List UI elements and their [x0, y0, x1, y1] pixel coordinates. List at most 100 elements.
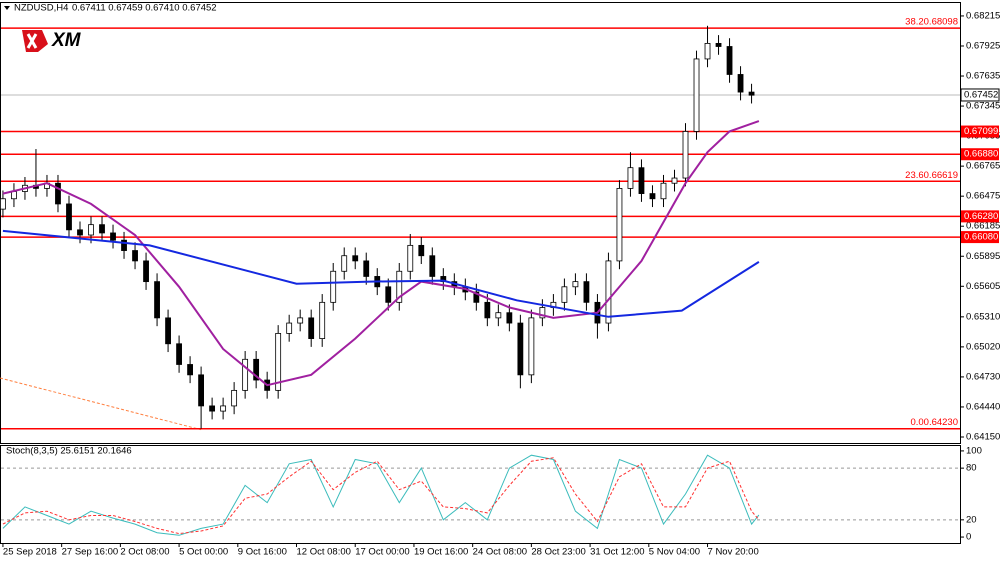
candle-body [495, 312, 502, 319]
candle-body [671, 177, 678, 184]
candle-body [154, 281, 160, 319]
candle-body [176, 343, 182, 365]
level-tag [961, 231, 999, 244]
candle-body [187, 364, 193, 376]
level-label: 38.20.68098 [905, 17, 958, 28]
level-tag-label: 0.67099 [964, 126, 998, 137]
x-tick-label: 27 Sep 16:00 [62, 547, 119, 558]
candle-body [121, 239, 127, 251]
x-tick-label: 5 Oct 00:00 [179, 547, 228, 558]
y-tick-label: 0.68215 [966, 10, 1000, 21]
candle-body [418, 244, 425, 257]
candle-body [132, 250, 138, 262]
candle-body [66, 203, 72, 231]
candle-body [143, 260, 149, 283]
y-tick-label: 0.65895 [966, 251, 1000, 262]
y-tick-label: 0.64730 [966, 371, 1000, 382]
x-tick-label: 12 Oct 08:00 [297, 547, 351, 558]
logo: XM [22, 30, 82, 52]
x-tick-label: 17 Oct 00:00 [355, 547, 409, 558]
candle-body [539, 307, 546, 319]
candle-body [517, 322, 524, 376]
level-label: 0.00.64230 [910, 417, 958, 428]
symbol: NZDUSD,H4 [14, 3, 68, 14]
candle-body [506, 312, 513, 324]
candle-body [396, 270, 403, 303]
y-tick-label: 0.66765 [966, 161, 1000, 172]
candle-body [286, 322, 293, 334]
candle-body [55, 182, 61, 205]
y-tick-label: 0.67345 [966, 101, 1000, 112]
candle-body [484, 301, 491, 319]
candle-body [220, 405, 227, 412]
x-tick-label: 19 Oct 16:00 [414, 547, 468, 558]
header-arrow [4, 6, 10, 10]
candle-body [726, 46, 733, 75]
candle-body [407, 244, 414, 272]
candle-body [352, 255, 359, 262]
candle-body [682, 131, 689, 179]
y-tick-label: 0.64440 [966, 401, 1000, 412]
level-tag-label: 0.66880 [964, 149, 998, 160]
x-tick-label: 25 Sep 2018 [3, 547, 57, 558]
x-tick-label: 28 Oct 23:00 [531, 547, 585, 558]
candle-body [11, 191, 17, 200]
x-tick-label: 7 Nov 20:00 [708, 547, 759, 558]
candle-body [198, 374, 205, 407]
logo-text: XM [51, 30, 82, 51]
candle-body [308, 317, 315, 339]
candle-body [341, 255, 348, 272]
candle-body [627, 167, 634, 189]
candle-body [385, 286, 392, 303]
x-tick-label: 5 Nov 04:00 [649, 547, 700, 558]
candle-body [748, 91, 755, 96]
candle-body [330, 270, 337, 303]
candle-body [737, 74, 744, 93]
candle-body [275, 333, 282, 391]
candle-body [583, 281, 590, 303]
y-tick-label: 0.66185 [966, 221, 1000, 232]
x-tick-label: 24 Oct 08:00 [473, 547, 527, 558]
x-tick-label: 31 Oct 12:00 [590, 547, 644, 558]
candle-body [253, 358, 260, 381]
candle-body [209, 405, 216, 412]
x-tick-label: 9 Oct 16:00 [238, 547, 287, 558]
last-price-label: 0.67452 [964, 89, 998, 100]
moving-average [2, 229, 760, 318]
level-tag [961, 148, 999, 161]
last-price-tag [960, 88, 1000, 102]
stoch-line [2, 457, 760, 535]
candle-body [99, 224, 105, 234]
candle-body [649, 193, 656, 200]
main-panel [0, 2, 961, 444]
level-tag-label: 0.66080 [964, 232, 998, 243]
candle-body [616, 188, 623, 262]
level-tag-label: 0.66280 [964, 211, 998, 222]
candle-body [473, 291, 480, 303]
level-label: 23.60.66619 [905, 170, 958, 181]
candle-body [429, 255, 436, 277]
candle-body [88, 224, 94, 236]
level-tag [961, 210, 999, 223]
quote: 0.67411 0.67459 0.67410 0.67452 [72, 3, 217, 14]
candle-body [572, 281, 579, 288]
y-tick-label: 0.66475 [966, 191, 1000, 202]
candle-body [528, 317, 535, 376]
y-tick-label: 0 [966, 532, 971, 543]
moving-average [2, 120, 760, 387]
stoch-line [2, 454, 760, 536]
logo-cross [26, 33, 38, 49]
candle-body [363, 260, 370, 277]
level-tag [961, 125, 999, 138]
candle-body [319, 301, 326, 339]
candle-body [693, 58, 700, 132]
candle-body [242, 358, 249, 391]
y-tick-label: 20 [966, 514, 977, 525]
stoch-title: Stoch(8,3,5) 25.6151 20.1646 [6, 446, 132, 457]
candle-body [638, 167, 645, 194]
candle-body [715, 42, 722, 47]
y-tick-label: 80 [966, 463, 977, 474]
